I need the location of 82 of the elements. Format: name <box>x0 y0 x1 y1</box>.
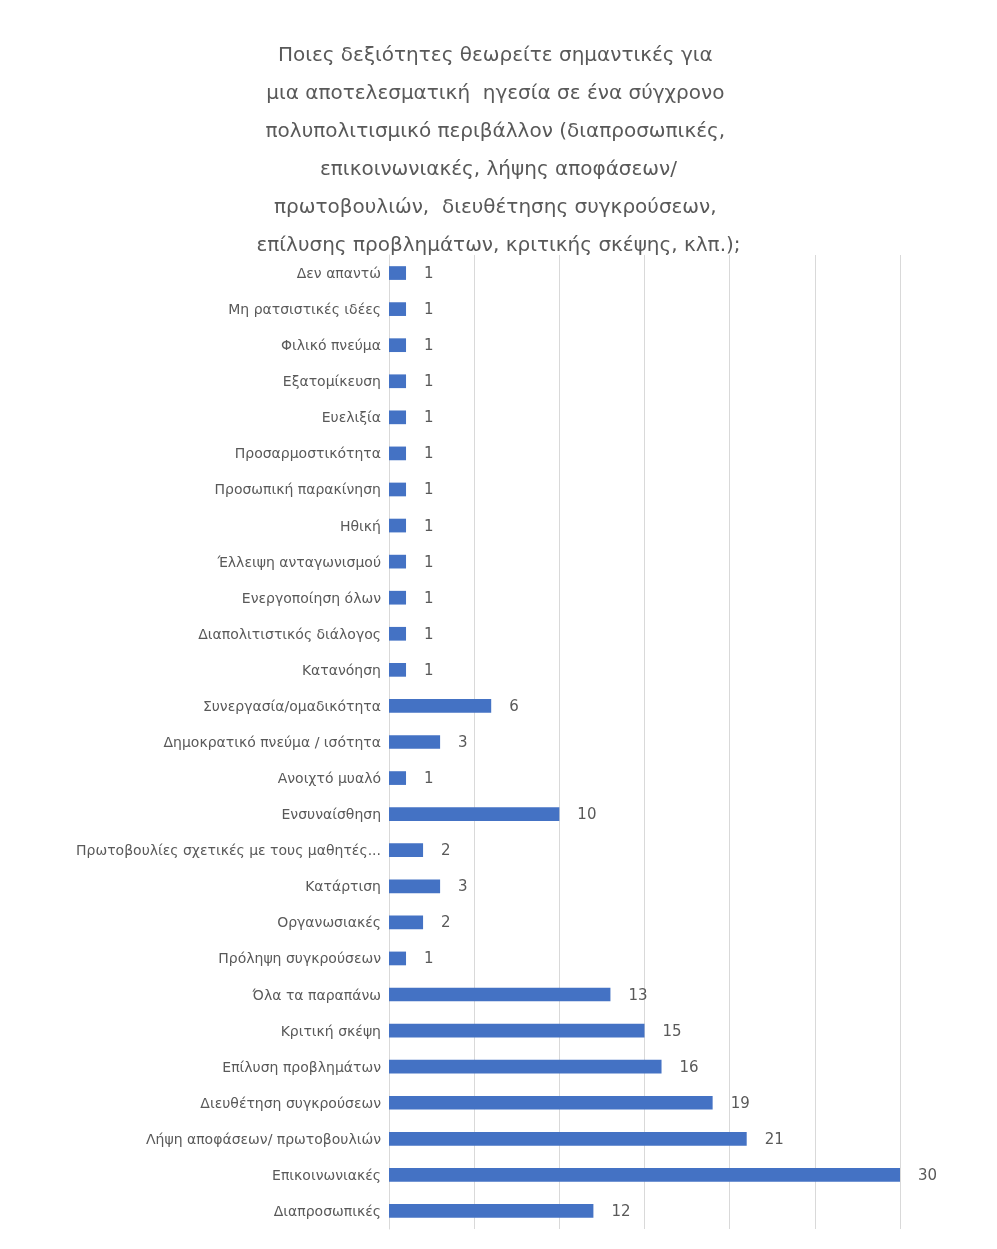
bar <box>389 843 424 858</box>
data-label: 2 <box>441 841 451 860</box>
bar <box>389 554 407 569</box>
data-label: 1 <box>424 444 434 463</box>
data-label: 1 <box>424 660 434 679</box>
y-tick-label: Κριτική σκέψη <box>280 1022 381 1039</box>
data-label: 15 <box>662 1021 682 1040</box>
y-tick-label: Πρωτοβουλίες σχετικές με τους μαθητές... <box>76 842 381 859</box>
bar <box>389 410 407 425</box>
bar <box>389 590 407 605</box>
data-label: 1 <box>424 769 434 788</box>
y-tick-label: Διευθέτηση συγκρούσεων <box>200 1094 382 1111</box>
bar <box>389 987 611 1002</box>
bar <box>389 951 407 966</box>
data-label: 2 <box>441 913 451 932</box>
data-label: 19 <box>730 1093 750 1112</box>
y-tick-label: Μη ρατσιστικές ιδέες <box>228 301 381 318</box>
y-tick-label: Διαπολιτιστικός διάλογος <box>198 625 381 642</box>
bar <box>389 663 407 677</box>
data-label: 1 <box>424 552 434 571</box>
chart-title: Ποιες δεξιότητες θεωρείτε σημαντικές για μια αποτελεσματική ηγεσία σε ένα σύγχρονο πολυπολιτισμικό περιβάλλον (διαπροσωπικές, επικοινωνιακές, λήψης αποφάσεων/πρωτοβουλιών, διευθέτησης συγκρούσεων, επίλυσης προβλημάτων, κριτικής σκέψης, κλπ.); <box>256 42 741 256</box>
bar <box>389 1168 900 1182</box>
bar <box>389 626 407 641</box>
data-label: 6 <box>509 696 519 715</box>
bar <box>389 374 407 389</box>
y-tick-label: Οργανωσιακές <box>277 914 381 931</box>
bar <box>389 915 424 930</box>
bar <box>389 1131 747 1146</box>
y-tick-label: Εξατομίκευση <box>282 373 381 390</box>
data-label: 3 <box>458 877 468 896</box>
bar <box>389 1023 645 1038</box>
y-tick-label: Κατάρτιση <box>305 878 381 895</box>
data-label: 16 <box>679 1057 699 1076</box>
bar <box>389 879 441 894</box>
y-tick-label: Δεν απαντώ <box>296 265 381 282</box>
y-tick-label: Επίλυση προβλημάτων <box>222 1058 382 1075</box>
y-tick-label: Έλλειψη ανταγωνισμού <box>216 553 381 570</box>
y-tick-label: Φιλικό πνεύμα <box>280 337 381 354</box>
y-tick-label: Επικοινωνιακές <box>272 1166 381 1183</box>
bar <box>389 1059 662 1074</box>
y-tick-label: Ευελιξία <box>321 409 381 426</box>
data-label: 1 <box>424 480 434 499</box>
bar <box>389 735 441 749</box>
data-label: 1 <box>424 300 434 319</box>
y-tick-label: Ανοιχτό μυαλό <box>277 770 381 787</box>
y-tick-label: Συνεργασία/ομαδικότητα <box>202 697 381 714</box>
data-label: 30 <box>918 1165 938 1184</box>
data-label: 21 <box>764 1129 784 1148</box>
y-tick-label: Λήψη αποφάσεων/ πρωτοβουλιών <box>145 1130 382 1147</box>
y-tick-label: Ενεργοποίηση όλων <box>241 589 382 606</box>
data-label: 1 <box>424 264 434 283</box>
data-label: 12 <box>611 1201 631 1220</box>
data-label: 10 <box>577 805 597 824</box>
bar <box>389 482 407 497</box>
bar <box>389 266 407 280</box>
bar <box>389 302 407 316</box>
y-tick-label: Προσωπική παρακίνηση <box>214 481 381 498</box>
data-label: 1 <box>424 516 434 535</box>
bar <box>389 338 407 353</box>
bar <box>389 518 407 533</box>
data-label: 1 <box>424 408 434 427</box>
y-tick-label: Πρόληψη συγκρούσεων <box>218 950 382 967</box>
y-tick-label: Όλα τα παραπάνω <box>251 986 381 1003</box>
data-label: 1 <box>424 372 434 391</box>
data-label: 1 <box>424 336 434 355</box>
data-label: 1 <box>424 624 434 643</box>
bar <box>389 1095 713 1110</box>
y-tick-label: Ενσυναίσθηση <box>281 806 381 823</box>
y-tick-label: Διαπροσωπικές <box>273 1202 381 1219</box>
data-label: 13 <box>628 985 648 1004</box>
y-tick-label: Προσαρμοστικότητα <box>234 445 381 462</box>
y-tick-label: Ηθική <box>340 517 381 534</box>
y-tick-label: Κατανόηση <box>301 661 381 678</box>
bar <box>389 446 407 461</box>
y-tick-label: Δημοκρατικό πνεύμα / ισότητα <box>163 734 381 750</box>
data-label: 3 <box>458 733 468 751</box>
bar <box>389 1204 594 1218</box>
data-label: 1 <box>424 588 434 607</box>
bar <box>389 771 407 785</box>
data-label: 1 <box>424 949 434 968</box>
bar <box>389 699 492 713</box>
bar <box>389 807 560 821</box>
